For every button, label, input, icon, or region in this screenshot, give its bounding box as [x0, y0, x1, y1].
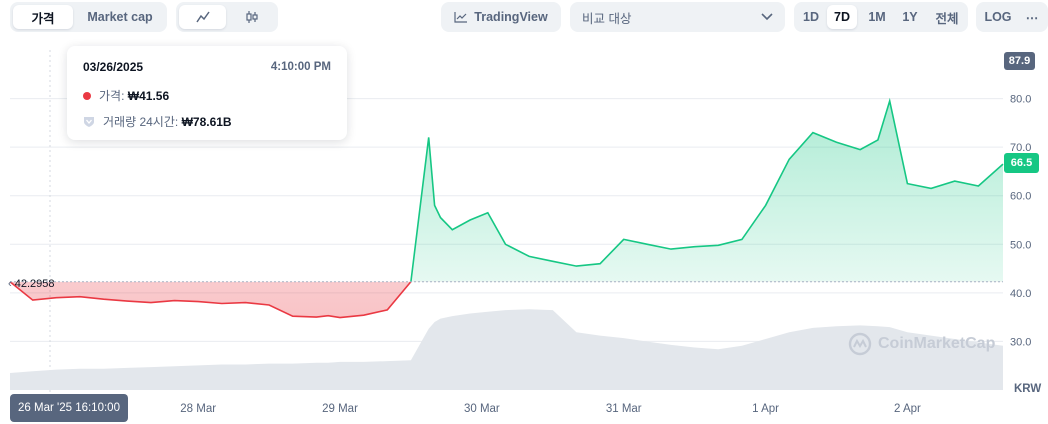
candlestick-icon — [245, 11, 258, 23]
tradingview-label: TradingView — [474, 10, 548, 24]
price-area — [9, 97, 1004, 319]
price-line-down — [9, 281, 412, 319]
line-chart-button[interactable] — [179, 5, 226, 29]
range-1m[interactable]: 1M — [868, 10, 886, 24]
volume-area — [10, 309, 1003, 390]
tooltip-time: 4:10:00 PM — [270, 61, 331, 73]
log-scale-button[interactable]: LOG — [984, 10, 1012, 24]
line-chart-icon — [195, 11, 210, 23]
tab-market-cap[interactable]: Market cap — [87, 10, 153, 24]
baseline-value: 42.2958 — [14, 278, 55, 290]
tooltip-volume-label: 거래량 24시간: — [103, 115, 179, 129]
price-dot-icon — [83, 91, 91, 100]
hover-tooltip: 03/26/2025 4:10:00 PM 가격: ₩41.56 거래량 24시… — [67, 46, 347, 140]
y-tick-label: 80.0 — [1010, 94, 1031, 106]
y-axis: 30.0 40.0 50.0 60.0 70.0 80.0 — [1010, 94, 1031, 349]
currency-label: KRW — [1014, 383, 1042, 395]
more-options-button[interactable]: ⋯ — [1025, 10, 1039, 25]
x-tick-label: 29 Mar — [322, 403, 358, 415]
range-1y[interactable]: 1Y — [902, 10, 918, 24]
range-7d[interactable]: 7D — [827, 5, 857, 29]
scale-switcher: LOG ⋯ — [976, 2, 1048, 32]
x-tick-label: 1 Apr — [752, 403, 779, 415]
volume-shield-icon — [84, 116, 94, 127]
hover-date-pill: 26 Mar '25 16:10:00 — [10, 394, 128, 422]
x-tick-label: 2 Apr — [894, 403, 921, 415]
max-price-tag: 87.9 — [1004, 52, 1035, 70]
tradingview-button[interactable]: TradingView — [441, 2, 561, 32]
price-area-down — [10, 281, 411, 318]
tooltip-price-value: ₩41.56 — [127, 89, 170, 103]
chevron-down-icon — [761, 13, 773, 21]
tradingview-chart-icon — [454, 12, 468, 23]
y-tick-label: 50.0 — [1010, 239, 1031, 251]
baseline-label: ‹ 42.2958 — [8, 278, 55, 290]
price-chart: 30.0 40.0 50.0 60.0 70.0 80.0 28 Mar 29 Mar 30 … — [9, 50, 1031, 415]
compare-placeholder: 비교 대상 — [582, 11, 632, 26]
chart-style-switcher — [176, 2, 278, 32]
watermark-text: CoinMarketCap — [878, 335, 996, 352]
view-switcher: 가격 Market cap — [10, 2, 167, 32]
y-tick-label: 40.0 — [1010, 288, 1031, 300]
range-1d[interactable]: 1D — [803, 10, 819, 24]
price-area-up — [10, 101, 1003, 282]
candlestick-button[interactable] — [228, 5, 275, 29]
chart-toolbar: 가격 Market cap TradingView 비교 대상 1D 7D 1M… — [0, 0, 1048, 36]
price-line-up — [9, 97, 1004, 282]
y-tick-label: 70.0 — [1010, 142, 1031, 154]
compare-select[interactable]: 비교 대상 — [570, 2, 785, 32]
x-tick-label: 28 Mar — [180, 403, 216, 415]
x-axis: 28 Mar 29 Mar 30 Mar 31 Mar 1 Apr 2 Apr — [180, 403, 921, 415]
tooltip-volume-value: ₩78.61B — [181, 115, 232, 129]
x-tick-label: 30 Mar — [464, 403, 500, 415]
coinmarketcap-watermark: CoinMarketCap — [848, 332, 995, 356]
range-all[interactable]: 전체 — [935, 11, 959, 26]
tooltip-price-label: 가격: — [99, 89, 125, 103]
coinmarketcap-logo-icon — [848, 332, 872, 356]
tab-price[interactable]: 가격 — [13, 5, 73, 29]
current-price-tag: 66.5 — [1004, 153, 1039, 173]
tooltip-date: 03/26/2025 — [83, 60, 144, 74]
x-tick-label: 31 Mar — [606, 403, 642, 415]
y-tick-label: 60.0 — [1010, 191, 1031, 203]
volume-shape — [10, 309, 1003, 390]
y-tick-label: 30.0 — [1010, 336, 1031, 348]
range-switcher: 1D 7D 1M 1Y 전체 — [794, 2, 968, 32]
